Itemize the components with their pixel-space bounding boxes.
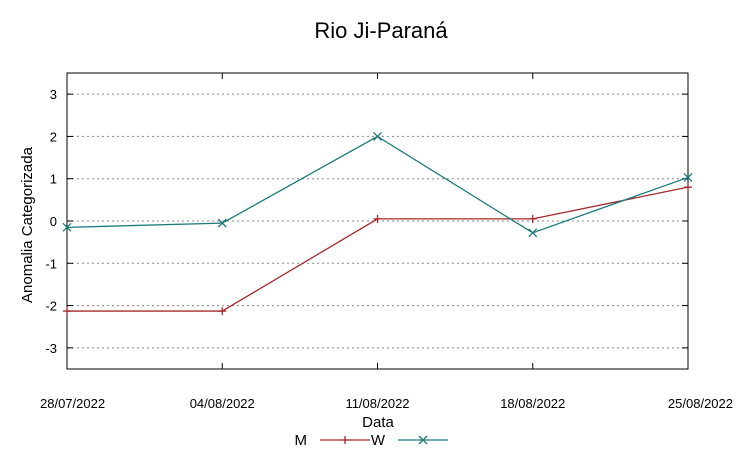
x-tick-label: 18/08/2022 [500,396,565,411]
data-point-W [62,222,72,232]
data-point-M [528,214,537,223]
data-point-W [528,228,538,238]
data-point-W [373,131,382,141]
legend-marker-W [418,435,428,445]
x-tick-label: 11/08/2022 [345,396,409,411]
series-M [63,183,692,316]
y-axis-ticks: -3 -2 -1 0 1 2 3 [45,87,688,356]
y-axis-label: Anomalia Categorizada [19,146,36,303]
data-point-W [217,218,227,228]
data-point-M [218,307,227,316]
data-point-W [683,172,693,182]
legend-marker-M [341,436,349,444]
x-axis-ticks: 28/07/2022 04/08/2022 11/08/2022 18/08/2022… [40,73,733,411]
y-tick-label: 1 [50,172,57,187]
data-point-M [63,307,71,316]
series-group [62,131,693,316]
series-W [62,131,693,238]
y-tick-label: 0 [50,214,57,229]
y-tick-label: -3 [45,341,57,356]
data-point-M [373,214,382,223]
y-tick-label: 2 [50,129,57,144]
y-tick-label: -1 [45,256,57,271]
data-point-M [684,183,692,192]
series-line-M [67,186,689,312]
y-tick-label: 3 [50,87,57,102]
chart-title: Rio Ji-Paraná [314,18,448,43]
x-tick-label: 28/07/2022 [40,396,105,411]
x-tick-label: 25/08/2022 [668,396,733,411]
x-axis-label: Data [362,414,394,431]
x-tick-label: 04/08/2022 [190,396,255,411]
legend-label-W: W [371,432,386,449]
legend-label-M: M [295,432,308,449]
y-tick-label: -2 [45,299,57,314]
